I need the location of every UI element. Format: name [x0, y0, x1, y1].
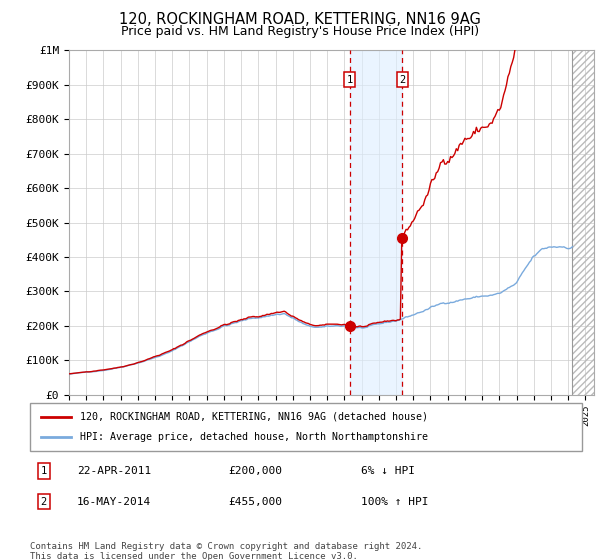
Text: 6% ↓ HPI: 6% ↓ HPI	[361, 466, 415, 476]
Text: Price paid vs. HM Land Registry's House Price Index (HPI): Price paid vs. HM Land Registry's House …	[121, 25, 479, 38]
Text: £200,000: £200,000	[229, 466, 283, 476]
Text: 16-MAY-2014: 16-MAY-2014	[77, 497, 151, 507]
Text: 1: 1	[41, 466, 47, 476]
FancyBboxPatch shape	[30, 403, 582, 451]
Text: Contains HM Land Registry data © Crown copyright and database right 2024.
This d: Contains HM Land Registry data © Crown c…	[30, 542, 422, 560]
Text: 120, ROCKINGHAM ROAD, KETTERING, NN16 9AG (detached house): 120, ROCKINGHAM ROAD, KETTERING, NN16 9A…	[80, 412, 428, 422]
Text: 100% ↑ HPI: 100% ↑ HPI	[361, 497, 428, 507]
Text: 2: 2	[399, 74, 406, 85]
Text: £455,000: £455,000	[229, 497, 283, 507]
Text: 22-APR-2011: 22-APR-2011	[77, 466, 151, 476]
Text: HPI: Average price, detached house, North Northamptonshire: HPI: Average price, detached house, Nort…	[80, 432, 428, 442]
Bar	[350, 50, 403, 395]
Text: 1: 1	[347, 74, 353, 85]
Bar	[572, 50, 594, 395]
Text: 120, ROCKINGHAM ROAD, KETTERING, NN16 9AG: 120, ROCKINGHAM ROAD, KETTERING, NN16 9A…	[119, 12, 481, 27]
Text: 2: 2	[41, 497, 47, 507]
Bar	[572, 50, 594, 395]
